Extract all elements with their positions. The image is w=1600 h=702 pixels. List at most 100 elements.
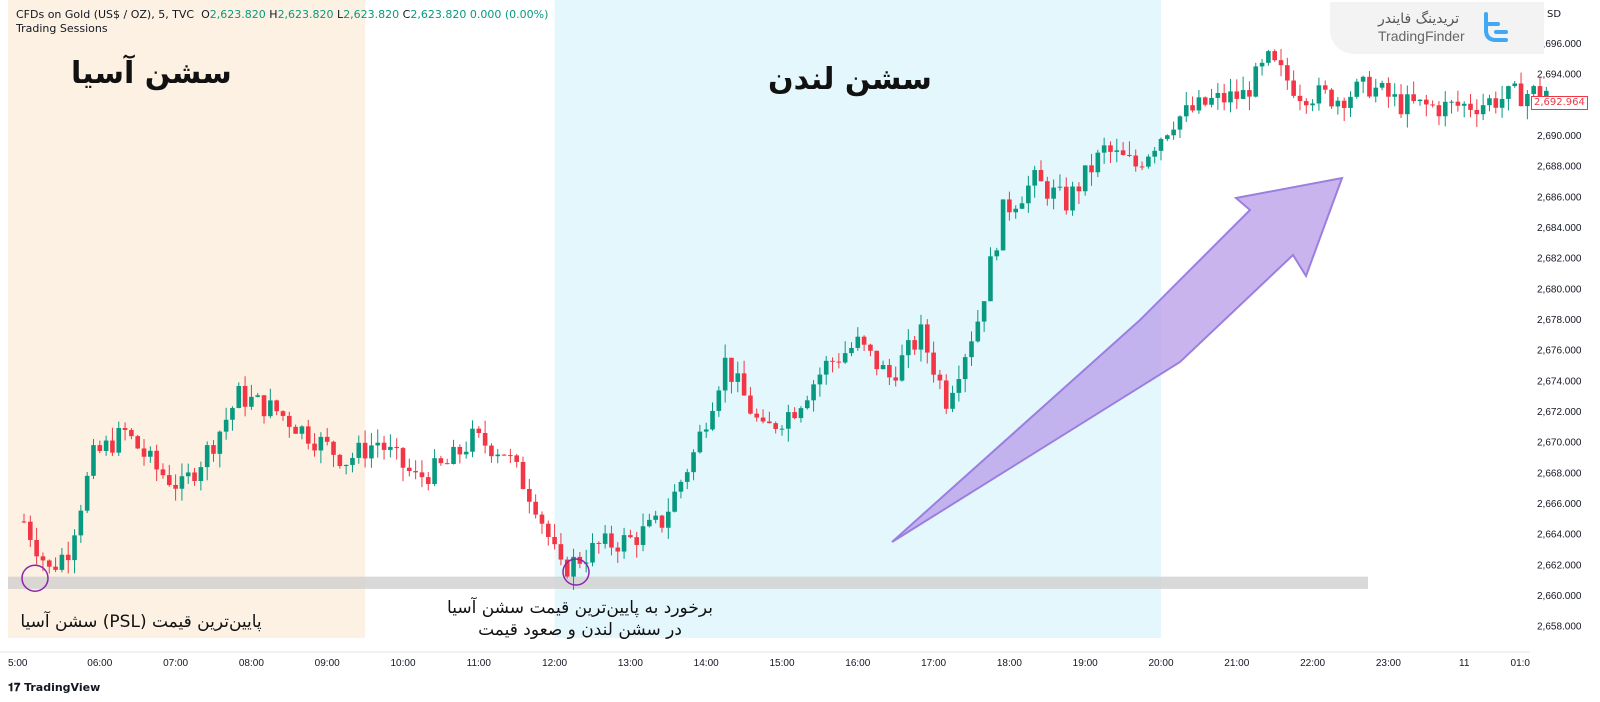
candle-down: [659, 515, 665, 528]
candle-up: [1158, 138, 1164, 151]
y-tick-label: 2,658.000: [1537, 622, 1582, 633]
candle-up: [975, 321, 981, 342]
candle-down: [122, 427, 128, 430]
candle-down: [280, 411, 286, 416]
candle-up: [1525, 94, 1530, 107]
tradingview-brand-label: TradingView: [24, 681, 101, 694]
x-tick-label: 07:00: [163, 658, 188, 669]
candle-down: [533, 501, 538, 515]
candle-down: [129, 429, 134, 437]
candle-up: [463, 451, 469, 455]
candle-up: [640, 526, 646, 545]
candle-up: [1013, 208, 1019, 213]
indicator-legend[interactable]: Trading Sessions: [16, 22, 108, 35]
open-label: O: [201, 8, 210, 21]
candle-down: [741, 373, 747, 396]
candle-up: [1259, 62, 1265, 67]
candle-down: [527, 488, 532, 502]
candle-down: [425, 477, 431, 484]
candle-down: [40, 556, 46, 561]
candle-up: [988, 256, 993, 302]
candle-up: [697, 431, 703, 453]
candle-down: [1202, 97, 1208, 105]
candle-up: [722, 357, 728, 391]
candle-down: [1493, 98, 1499, 108]
candle-up: [230, 407, 235, 420]
candle-down: [887, 365, 892, 378]
x-tick-label: 11:00: [467, 658, 492, 669]
candle-up: [217, 431, 223, 454]
candle-down: [1291, 80, 1296, 96]
candle-up: [981, 301, 987, 322]
candle-down: [1190, 105, 1195, 111]
candle-up: [950, 392, 955, 409]
candle-down: [1322, 85, 1328, 90]
candle-up: [1405, 94, 1410, 115]
candle-down: [381, 442, 387, 450]
x-tick-label: 15:00: [769, 658, 794, 669]
candle-down: [28, 521, 33, 541]
candle-up: [994, 250, 1000, 257]
candle-up: [223, 419, 229, 432]
candle-up: [823, 360, 829, 375]
candle-up: [1266, 51, 1271, 63]
candle-down: [413, 471, 418, 473]
candle-up: [571, 556, 576, 577]
candle-down: [444, 463, 450, 465]
candle-down: [628, 535, 633, 538]
x-tick-label: 14:00: [694, 658, 719, 669]
candle-down: [305, 426, 311, 444]
candle-up: [1070, 186, 1075, 211]
candle-down: [937, 374, 943, 381]
candle-up: [1171, 129, 1176, 136]
candle-up: [691, 452, 696, 473]
candle-down: [337, 454, 343, 467]
candle-down: [192, 472, 197, 481]
x-tick-label: 11: [1459, 658, 1470, 669]
candle-up: [1228, 91, 1233, 103]
psl-zone: [8, 576, 1368, 589]
currency-label[interactable]: SD: [1547, 9, 1562, 20]
candle-down: [141, 448, 147, 457]
candle-up: [1379, 82, 1385, 88]
watermark-name-en: TradingFinder: [1378, 28, 1465, 44]
high-label: H: [269, 8, 278, 21]
candle-up: [1480, 105, 1486, 115]
candle-up: [204, 445, 210, 468]
candle-down: [1247, 90, 1252, 97]
y-tick-label: 2,694.000: [1537, 70, 1582, 81]
psl-note: پایین‌ترین قیمت (PSL) سشن آسیا: [20, 612, 262, 632]
candle-down: [287, 415, 292, 427]
candle-down: [261, 395, 267, 417]
candle-up: [1240, 90, 1246, 99]
tradingview-brand[interactable]: 𝟏𝟕 TradingView: [8, 681, 100, 695]
candle-up: [185, 472, 191, 477]
asia-session-title: سشن آسیا: [71, 56, 232, 91]
candle-up: [1215, 92, 1221, 98]
candle-down: [514, 455, 519, 462]
candle-up: [703, 429, 709, 432]
y-tick-label: 2,668.000: [1537, 468, 1582, 479]
candle-down: [754, 413, 760, 418]
y-tick-label: 2,664.000: [1537, 530, 1582, 541]
candle-down: [874, 350, 880, 370]
y-tick-label: 2,662.000: [1537, 560, 1582, 571]
candle-down: [1386, 82, 1391, 97]
candle-down: [729, 357, 734, 382]
candle-down: [1474, 109, 1480, 115]
candle-up: [103, 440, 109, 451]
tradingview-logo-icon: 𝟏𝟕: [8, 681, 25, 694]
candle-down: [1139, 166, 1145, 168]
candle-up: [1114, 150, 1120, 152]
candle-down: [166, 475, 172, 485]
candle-up: [716, 390, 722, 411]
candle-up: [956, 379, 962, 393]
candle-up: [91, 445, 96, 476]
y-tick-label: 2,680.000: [1537, 284, 1582, 295]
candle-down: [634, 537, 640, 545]
candle-down: [558, 544, 564, 560]
y-tick-label: 2,660.000: [1537, 591, 1582, 602]
candle-down: [1424, 99, 1429, 105]
